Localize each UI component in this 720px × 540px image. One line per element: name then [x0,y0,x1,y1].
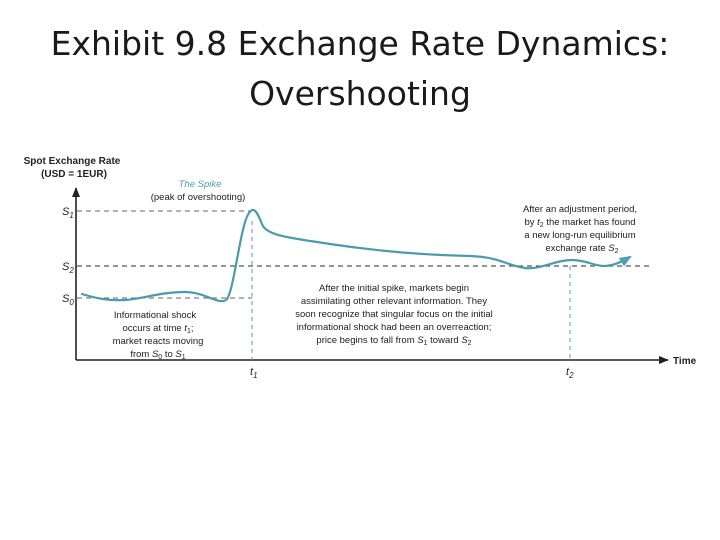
svg-text:After the initial spike, marke: After the initial spike, markets begin [319,283,469,294]
spike-annotation-subtitle: (peak of overshooting) [151,192,246,203]
svg-text:exchange rate S2: exchange rate S2 [545,243,618,255]
svg-text:market reacts moving: market reacts moving [113,336,204,347]
x-label-t2: t2 [566,366,574,380]
svg-text:Informational shock: Informational shock [114,310,197,321]
svg-text:from S0 to S1: from S0 to S1 [130,349,185,361]
y-axis-unit: (USD = 1EUR) [41,169,107,180]
svg-text:After an adjustment period,: After an adjustment period, [523,204,637,215]
svg-text:assimilating other relevant in: assimilating other relevant information.… [301,296,487,307]
svg-text:price begins to fall from S1 t: price begins to fall from S1 toward S2 [316,335,471,347]
exchange-rate-curve [80,208,632,303]
y-label-s1: S1 [62,206,74,220]
svg-text:informational shock had been a: informational shock had been an overreac… [297,322,492,333]
svg-text:occurs at time t1;: occurs at time t1; [123,323,194,335]
page-title: Exhibit 9.8 Exchange Rate Dynamics: [50,24,670,63]
y-label-s2: S2 [62,261,74,275]
svg-text:by t2 the market has found: by t2 the market has found [524,217,635,229]
svg-text:a new long-run equilibrium: a new long-run equilibrium [524,230,636,241]
y-axis-title: Spot Exchange Rate [24,156,121,167]
y-label-s0: S0 [62,293,74,307]
post-spike-annotation: After the initial spike, markets begin a… [295,283,493,347]
x-label-t1: t1 [250,366,258,380]
x-axis-title: Time [673,356,697,367]
svg-text:soon recognize that singular f: soon recognize that singular focus on th… [295,309,493,320]
spike-annotation-title: The Spike [179,179,222,190]
page-title-line-2: Overshooting [249,74,471,113]
shock-annotation: Informational shock occurs at time t1; m… [113,310,204,361]
adjustment-annotation: After an adjustment period, by t2 the ma… [523,204,637,255]
